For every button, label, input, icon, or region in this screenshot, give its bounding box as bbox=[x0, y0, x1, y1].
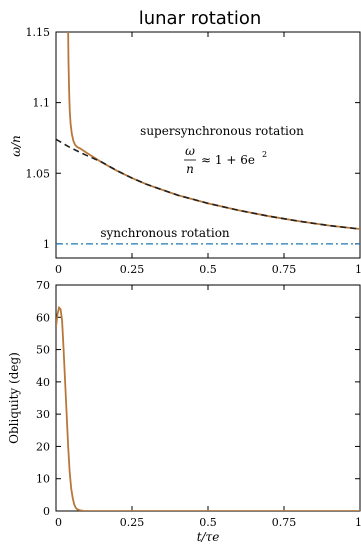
top-x-ticks: 0 0.25 0.5 0.75 1 bbox=[55, 32, 361, 276]
y-tick-label: 10 bbox=[36, 473, 50, 486]
x-tick-label: 0.25 bbox=[120, 516, 145, 529]
y-tick-label: 1.1 bbox=[33, 97, 51, 110]
bottom-x-ticks: 0 0.25 0.5 0.75 1 bbox=[55, 285, 361, 529]
bottom-y-ticks: 0 10 20 30 40 50 60 70 bbox=[36, 279, 360, 518]
formula-rhs: ≈ 1 + 6e bbox=[201, 153, 255, 167]
bottom-x-axis-label: t/τe bbox=[197, 530, 220, 544]
x-tick-label: 0.75 bbox=[272, 263, 297, 276]
top-y-axis-label: ω/n bbox=[9, 135, 23, 157]
y-tick-label: 40 bbox=[36, 376, 50, 389]
x-tick-label: 1 bbox=[355, 516, 361, 529]
x-tick-label: 1 bbox=[355, 263, 361, 276]
y-tick-label: 60 bbox=[36, 311, 50, 324]
y-tick-label: 1.15 bbox=[26, 26, 51, 39]
supersynchronous-label: supersynchronous rotation bbox=[140, 124, 304, 138]
synchronous-label: synchronous rotation bbox=[100, 226, 230, 240]
series-line-solid bbox=[56, 305, 360, 511]
y-tick-label: 1.05 bbox=[26, 167, 51, 180]
top-series-group bbox=[56, 32, 360, 245]
x-tick-label: 0 bbox=[55, 516, 62, 529]
bottom-panel: 0 0.25 0.5 0.75 1 0 10 20 30 40 50 60 70 Obliquity … bbox=[7, 279, 361, 544]
x-tick-label: 0.25 bbox=[120, 263, 145, 276]
y-tick-label: 50 bbox=[36, 344, 50, 357]
x-tick-label: 0.5 bbox=[199, 263, 217, 276]
bottom-plot-frame bbox=[55, 284, 361, 512]
figure-title: lunar rotation bbox=[139, 8, 262, 29]
x-tick-label: 0.75 bbox=[272, 516, 297, 529]
x-tick-label: 0.5 bbox=[199, 516, 217, 529]
ratio-formula: ω n ≈ 1 + 6e 2 bbox=[184, 144, 267, 176]
top-panel: 0 0.25 0.5 0.75 1 1 1.05 1.1 1.15 ω/n supersync… bbox=[9, 26, 361, 276]
y-tick-label: 1 bbox=[43, 238, 50, 251]
y-tick-label: 30 bbox=[36, 408, 50, 421]
bottom-series-group bbox=[56, 305, 360, 511]
formula-exponent: 2 bbox=[262, 150, 267, 159]
y-tick-label: 70 bbox=[36, 279, 50, 292]
formula-numerator: ω bbox=[185, 144, 195, 158]
y-tick-label: 0 bbox=[43, 505, 50, 518]
bottom-y-axis-label: Obliquity (deg) bbox=[7, 352, 21, 444]
x-tick-label: 0 bbox=[55, 263, 62, 276]
formula-denominator: n bbox=[186, 162, 194, 176]
top-y-ticks: 1 1.05 1.1 1.15 bbox=[26, 26, 360, 251]
y-tick-label: 20 bbox=[36, 440, 50, 453]
series-line-dashed bbox=[56, 138, 360, 230]
